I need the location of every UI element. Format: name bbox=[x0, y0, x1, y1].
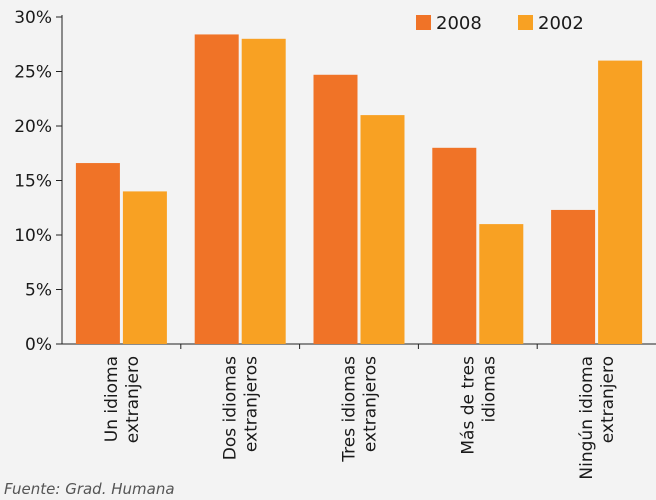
x-category-label: Tres idiomas bbox=[340, 356, 360, 463]
x-category-label: Un idioma bbox=[102, 356, 122, 442]
bar-2008 bbox=[194, 34, 239, 344]
x-category-label: extranjeros bbox=[361, 356, 381, 452]
bar-2002 bbox=[241, 38, 286, 345]
x-category-label: extranjero bbox=[598, 356, 618, 443]
legend-label-2008: 2008 bbox=[436, 13, 482, 34]
legend-swatch-2002 bbox=[518, 15, 533, 30]
x-category-label: idiomas bbox=[479, 356, 499, 423]
bar-2008 bbox=[75, 163, 120, 344]
y-tick-label: 30% bbox=[14, 8, 52, 28]
x-category-label: extranjero bbox=[123, 356, 143, 443]
bar-2008 bbox=[551, 209, 596, 344]
x-category-label: Más de tres bbox=[458, 356, 478, 455]
bar-2002 bbox=[360, 115, 405, 344]
legend-label-2002: 2002 bbox=[538, 13, 584, 34]
y-tick-label: 15% bbox=[14, 172, 52, 192]
bar-2002 bbox=[122, 191, 167, 344]
x-category-label: Dos idiomas bbox=[221, 356, 241, 460]
bar-2002 bbox=[598, 60, 643, 344]
y-tick-label: 10% bbox=[14, 226, 52, 246]
bar-2008 bbox=[313, 74, 358, 345]
y-tick-label: 25% bbox=[14, 63, 52, 83]
legend-swatch-2008 bbox=[416, 15, 431, 30]
bar-2008 bbox=[432, 147, 477, 344]
x-category-label: extranjeros bbox=[242, 356, 262, 452]
source-note: Fuente: Grad. Humana bbox=[4, 480, 175, 498]
x-category-label: Ningún idioma bbox=[577, 356, 597, 480]
y-tick-label: 20% bbox=[14, 117, 52, 137]
bar-2002 bbox=[479, 224, 524, 344]
y-tick-label: 5% bbox=[25, 281, 52, 301]
y-tick-label: 0% bbox=[25, 335, 52, 355]
